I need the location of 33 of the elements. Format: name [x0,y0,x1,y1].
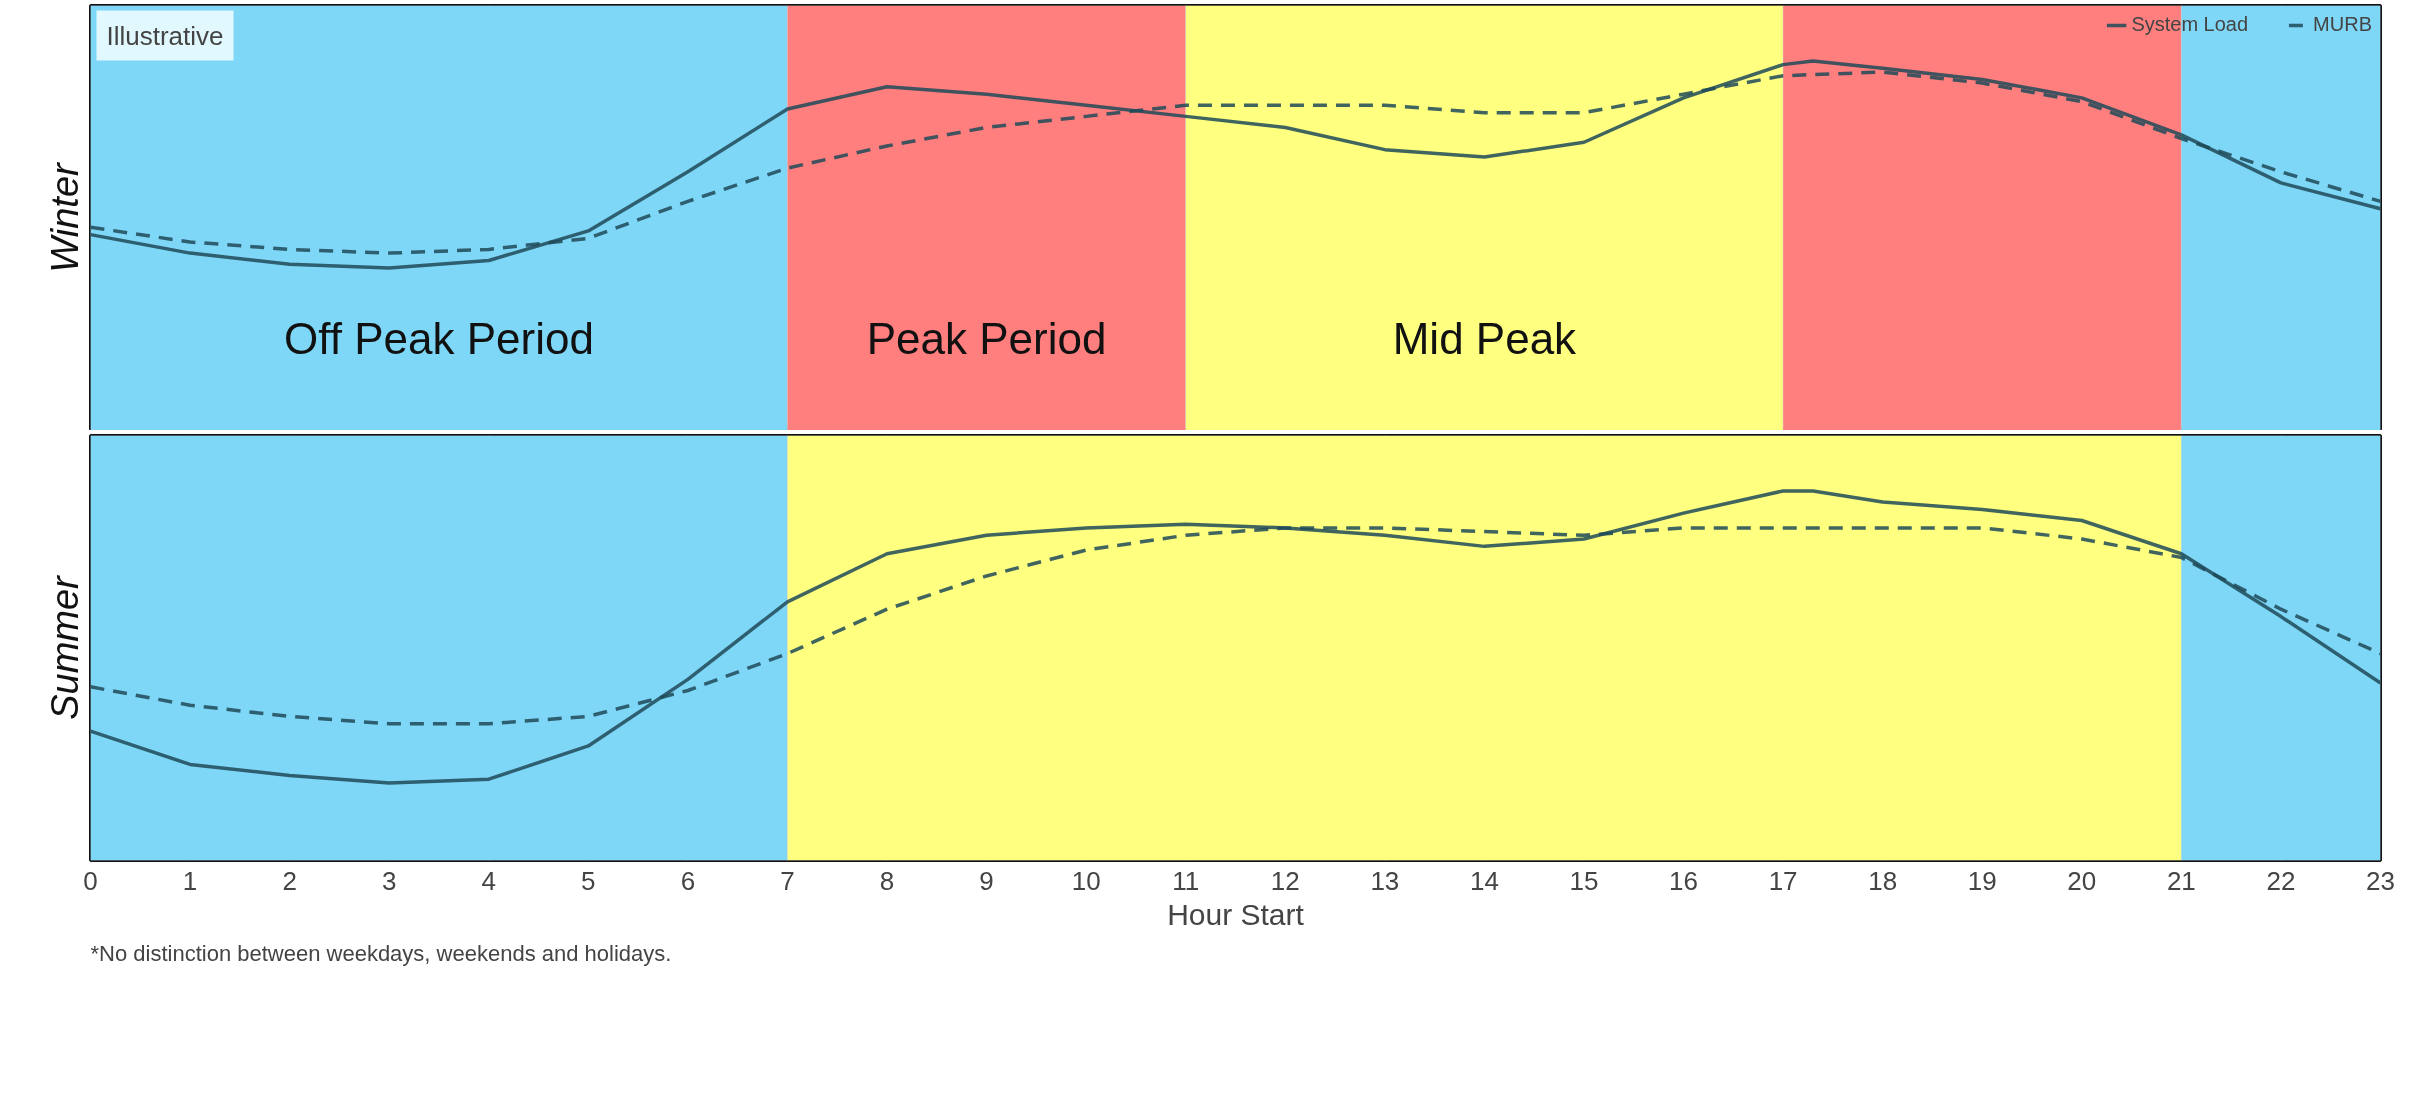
x-tick-label: 1 [182,865,198,896]
x-tick-label: 8 [879,865,895,896]
x-tick-label: 20 [2067,865,2097,896]
band-label: Off Peak Period [284,313,594,363]
x-tick-label: 19 [1967,865,1997,896]
x-tick-label: 21 [2166,865,2196,896]
x-tick-label: 0 [83,865,98,896]
x-tick-label: 11 [1172,865,1200,896]
x-tick-label: 10 [1071,865,1101,896]
y-axis-title: Winter [43,161,86,273]
text: *No distinction between weekdays, weekends and holidays. [90,940,672,966]
x-tick-label: 9 [979,865,994,896]
x-tick-label: 16 [1669,865,1699,896]
x-tick-label: 2 [282,865,297,896]
x-tick-label: 15 [1569,865,1599,896]
x-tick-label: 14 [1469,865,1499,896]
y-axis-title: Summer [43,574,86,720]
x-tick-label: 3 [381,865,397,896]
x-tick-label: 17 [1768,865,1798,896]
text: Illustrative [106,20,224,51]
x-tick-label: 4 [481,865,496,896]
band-label: Mid Peak [1392,313,1578,363]
x-tick-label: 22 [2266,865,2296,896]
x-tick-label: 6 [680,865,696,896]
band-label: Peak Period [866,313,1107,363]
x-tick-label: 7 [780,865,795,896]
x-tick-label: 18 [1868,865,1898,896]
x-axis-title: Hour Start [1167,897,1305,931]
x-tick-label: 13 [1370,865,1400,896]
legend-label: MURB [2313,13,2372,36]
x-tick-label: 5 [581,865,596,896]
x-tick-label: 23 [2366,865,2395,896]
x-tick-label: 12 [1270,865,1300,896]
